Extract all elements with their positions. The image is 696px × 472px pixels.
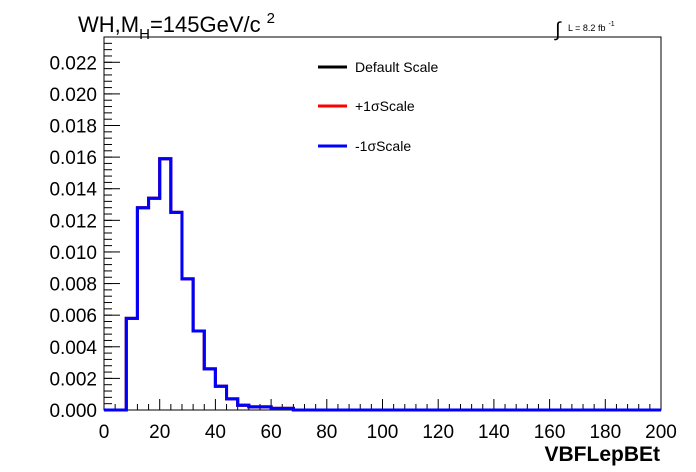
- x-axis-label: VBFLepBEt: [545, 443, 661, 466]
- y-tick-label: 0.020: [49, 85, 97, 106]
- histogram-series: [104, 157, 661, 412]
- x-tick-label: 20: [149, 422, 170, 443]
- y-tick-label: 0.022: [49, 53, 97, 74]
- x-tick-label: 120: [422, 422, 454, 443]
- series-group: [104, 157, 661, 412]
- x-tick-label: 40: [205, 422, 226, 443]
- y-tick-label: 0.016: [49, 148, 97, 169]
- y-tick-label: 0.018: [49, 117, 97, 138]
- lumi-integral-symbol: ∫: [554, 19, 562, 41]
- x-tick-label: 140: [478, 422, 510, 443]
- legend-label: -1σScale: [355, 138, 411, 154]
- x-tick-label: 60: [261, 422, 282, 443]
- histogram-series: [104, 157, 661, 412]
- legend: Default Scale +1σScale -1σScale: [318, 59, 438, 154]
- chart-title: WH,MH=145GeV/c 2: [78, 10, 275, 43]
- x-tick-label: 80: [316, 422, 337, 443]
- y-tick-label: 0.002: [49, 369, 97, 390]
- x-tick-label: 160: [534, 422, 566, 443]
- x-tick-label: 0: [99, 422, 110, 443]
- y-tick-label: 0.010: [49, 243, 97, 264]
- histogram-series: [104, 157, 661, 412]
- legend-label: +1σScale: [355, 98, 415, 114]
- legend-label: Default Scale: [355, 59, 438, 75]
- lumi-label: L = 8.2 fb -1: [568, 21, 615, 33]
- y-tick-label: 0.000: [49, 401, 97, 422]
- y-tick-label: 0.008: [49, 275, 97, 296]
- y-tick-label: 0.014: [49, 180, 97, 201]
- x-tick-label: 200: [645, 422, 677, 443]
- plot-frame: [103, 36, 662, 411]
- y-tick-label: 0.004: [49, 338, 97, 359]
- y-tick-label: 0.006: [49, 306, 97, 327]
- y-tick-label: 0.012: [49, 211, 97, 232]
- x-tick-label: 180: [589, 422, 621, 443]
- axes: 0 20 40 60 80 100 120 140 160 180 200 0.000 0.002 0.0…: [49, 36, 677, 443]
- x-tick-label: 100: [367, 422, 399, 443]
